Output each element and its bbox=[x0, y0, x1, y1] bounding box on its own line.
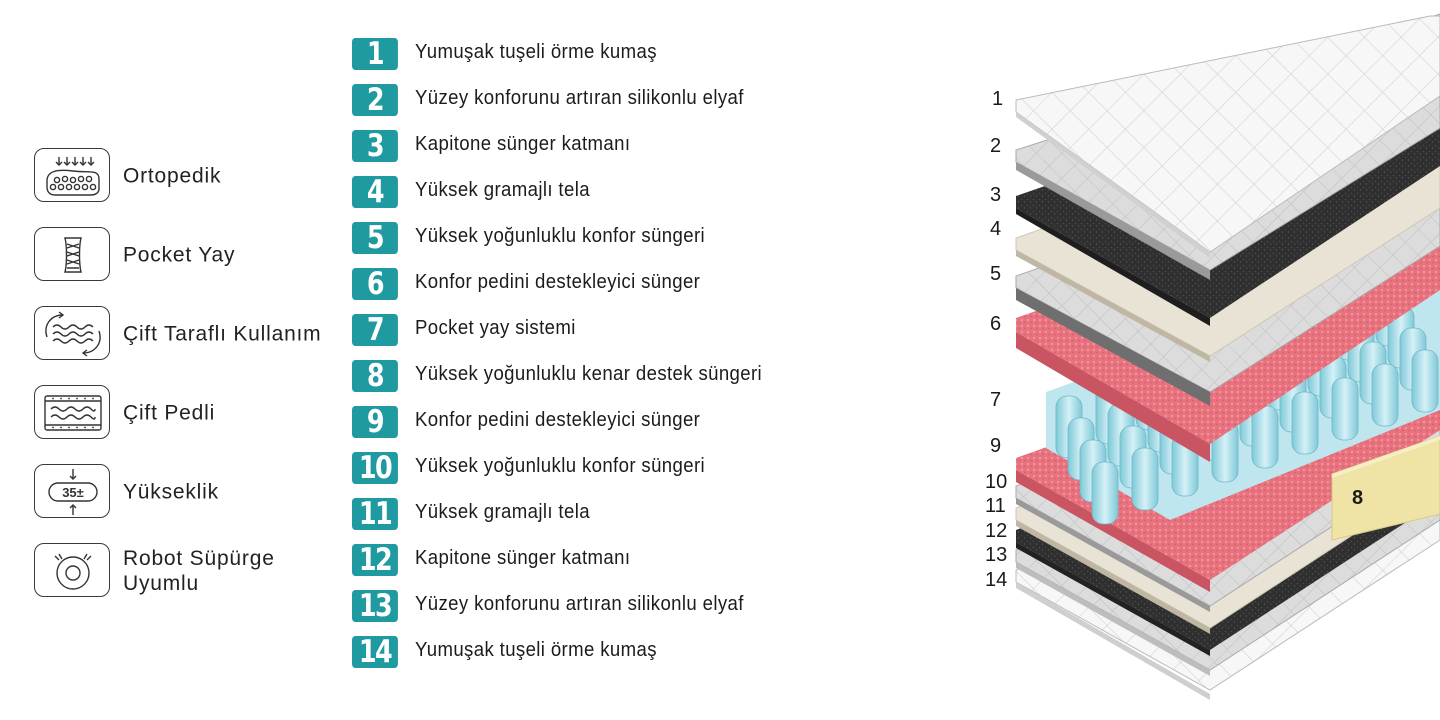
pocket-spring-icon bbox=[34, 227, 110, 281]
layer-label: Yüksek yoğunluklu kenar destek süngeri bbox=[415, 363, 763, 385]
spring-coil bbox=[1331, 377, 1359, 441]
height-value: 35± bbox=[62, 485, 84, 500]
feature-label: Pocket Yay bbox=[123, 243, 236, 267]
feature-label: Ortopedik bbox=[123, 164, 222, 188]
layer-badge: 11 bbox=[352, 496, 398, 532]
legend-row: 10 Yüksek yoğunluklu konfor süngeri bbox=[352, 450, 812, 486]
side-number: 10 bbox=[985, 471, 1008, 493]
layer-label: Yüksek gramajlı tela bbox=[415, 179, 590, 201]
layer-label: Yüksek gramajlı tela bbox=[415, 501, 590, 523]
layer-badge: 2 bbox=[352, 82, 398, 118]
robot-vacuum-icon bbox=[34, 543, 110, 597]
layer-label: Yumuşak tuşeli örme kumaş bbox=[415, 639, 657, 661]
legend-row: 3 Kapitone sünger katmanı bbox=[352, 128, 812, 164]
side-number: 2 bbox=[990, 135, 1002, 157]
feature-label: Çift Taraflı Kullanım bbox=[123, 322, 322, 346]
side-number: 9 bbox=[990, 435, 1002, 457]
layer-1-fabric bbox=[1015, 15, 1440, 258]
spring-coil bbox=[1251, 405, 1279, 469]
legend-row: 7 Pocket yay sistemi bbox=[352, 312, 812, 348]
double-pad-icon bbox=[34, 385, 110, 439]
layer-8-edge-foam bbox=[1331, 435, 1440, 541]
side-number: 11 bbox=[985, 495, 1006, 517]
layer-badge: 7 bbox=[352, 312, 398, 348]
feature-double-pad: Çift Pedli bbox=[34, 385, 344, 441]
spring-coil bbox=[1091, 461, 1119, 525]
layer-badge: 13 bbox=[352, 588, 398, 624]
feature-pocket-spring: Pocket Yay bbox=[34, 227, 344, 283]
layer-label: Pocket yay sistemi bbox=[415, 317, 576, 339]
feature-double-sided: Çift Taraflı Kullanım bbox=[34, 306, 344, 362]
layer-label: Konfor pedini destekleyici sünger bbox=[415, 271, 701, 293]
spring-coil bbox=[1291, 391, 1319, 455]
layer-badge: 10 bbox=[352, 450, 398, 486]
side-number: 5 bbox=[990, 263, 1002, 285]
layer-badge: 1 bbox=[352, 36, 398, 72]
layer-badge: 3 bbox=[352, 128, 398, 164]
spring-coil bbox=[1131, 447, 1159, 511]
layer-label: Yüksek yoğunluklu konfor süngeri bbox=[415, 455, 706, 477]
feature-label: Çift Pedli bbox=[123, 401, 216, 425]
legend-row: 12 Kapitone sünger katmanı bbox=[352, 542, 812, 578]
layer-badge: 4 bbox=[352, 174, 398, 210]
feature-robot-vacuum: Robot Süpürge Uyumlu bbox=[34, 543, 344, 599]
legend-row: 5 Yüksek yoğunluklu konfor süngeri bbox=[352, 220, 812, 256]
spring-coil bbox=[1371, 363, 1399, 427]
side-number: 7 bbox=[990, 389, 1002, 411]
side-number: 14 bbox=[985, 569, 1008, 591]
mattress-layers-diagram: 1 2 3 4 5 6 7 9 10 11 12 13 14 8 bbox=[960, 0, 1440, 720]
layer-label: Yüksek yoğunluklu konfor süngeri bbox=[415, 225, 706, 247]
orthopedic-icon bbox=[34, 148, 110, 202]
layer-label: Kapitone sünger katmanı bbox=[415, 133, 631, 155]
layer-badge: 14 bbox=[352, 634, 398, 670]
side-number: 13 bbox=[985, 544, 1008, 566]
edge-foam-label: 8 bbox=[1352, 487, 1364, 509]
legend-row: 1 Yumuşak tuşeli örme kumaş bbox=[352, 36, 812, 72]
layer-label: Yumuşak tuşeli örme kumaş bbox=[415, 41, 657, 63]
feature-height: 35± Yükseklik bbox=[34, 464, 344, 520]
legend-row: 14 Yumuşak tuşeli örme kumaş bbox=[352, 634, 812, 670]
side-number: 6 bbox=[990, 313, 1002, 335]
legend-row: 6 Konfor pedini destekleyici sünger bbox=[352, 266, 812, 302]
layer-badge: 5 bbox=[352, 220, 398, 256]
layer-label: Kapitone sünger katmanı bbox=[415, 547, 631, 569]
legend-row: 9 Konfor pedini destekleyici sünger bbox=[352, 404, 812, 440]
side-number: 1 bbox=[992, 88, 1004, 110]
feature-label: Yükseklik bbox=[123, 480, 219, 504]
legend-row: 8 Yüksek yoğunluklu kenar destek süngeri bbox=[352, 358, 812, 394]
layer-label: Yüzey konforunu artıran silikonlu elyaf bbox=[415, 87, 744, 109]
side-number: 4 bbox=[990, 218, 1002, 240]
layer-badge: 8 bbox=[352, 358, 398, 394]
legend-row: 4 Yüksek gramajlı tela bbox=[352, 174, 812, 210]
feature-orthopedic: Ortopedik bbox=[34, 148, 344, 204]
layer-badge: 6 bbox=[352, 266, 398, 302]
layer-label: Konfor pedini destekleyici sünger bbox=[415, 409, 701, 431]
layer-badge: 9 bbox=[352, 404, 398, 440]
side-number: 12 bbox=[985, 520, 1008, 542]
side-number: 3 bbox=[990, 184, 1002, 206]
legend-row: 13 Yüzey konforunu artıran silikonlu ely… bbox=[352, 588, 812, 624]
legend-row: 11 Yüksek gramajlı tela bbox=[352, 496, 812, 532]
layer-badge: 12 bbox=[352, 542, 398, 578]
height-icon: 35± bbox=[34, 464, 110, 518]
legend-row: 2 Yüzey konforunu artıran silikonlu elya… bbox=[352, 82, 812, 118]
spring-coil bbox=[1411, 349, 1439, 413]
layer-label: Yüzey konforunu artıran silikonlu elyaf bbox=[415, 593, 744, 615]
feature-label: Robot Süpürge Uyumlu bbox=[123, 547, 275, 595]
double-sided-icon bbox=[34, 306, 110, 360]
